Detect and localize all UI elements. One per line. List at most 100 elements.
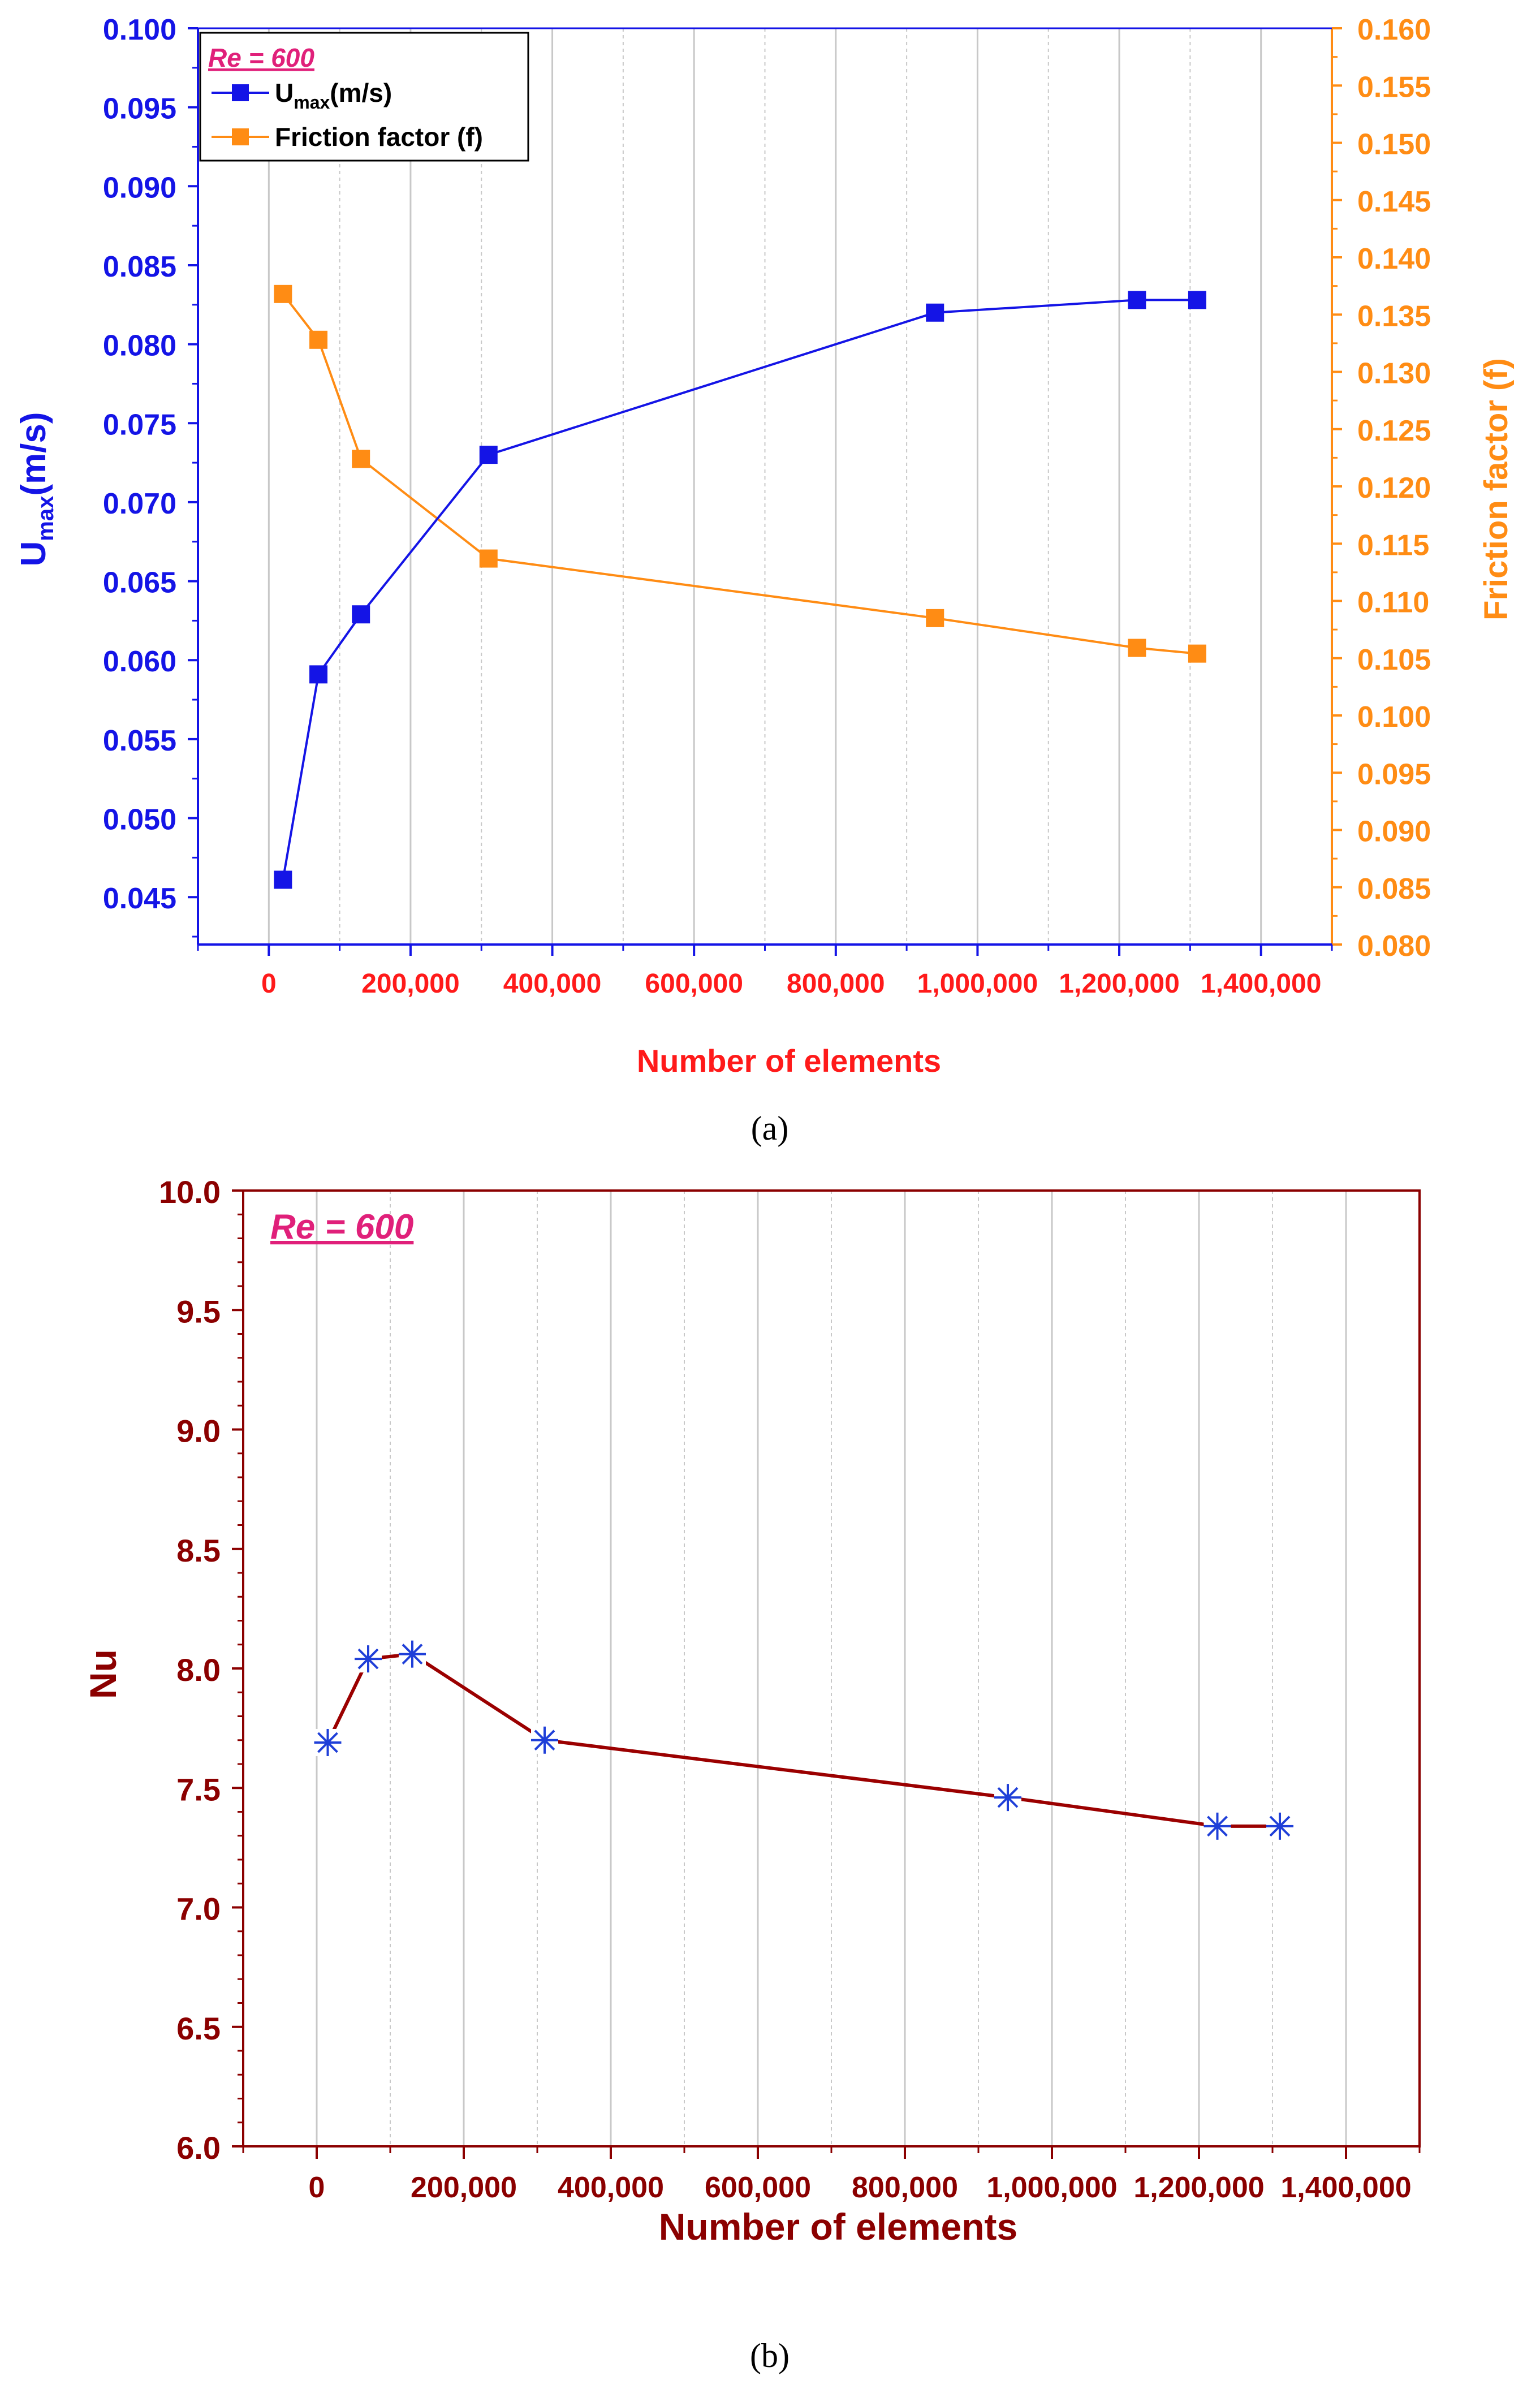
panel-b: 6.0 6.5 7.0 7.5 8.0 8.5 9.0 9.5 10.0 0 200,000 400… bbox=[82, 1174, 1421, 2374]
x-tick-label: 1,400,000 bbox=[1201, 969, 1322, 999]
x-tick-label: 1,000,000 bbox=[986, 2171, 1117, 2204]
left-tick-label: 0.070 bbox=[103, 488, 176, 520]
x-tick-label: 800,000 bbox=[787, 969, 885, 999]
nu-point-stroke bbox=[1207, 1816, 1228, 1837]
right-tick-label: 0.120 bbox=[1357, 472, 1431, 504]
x-tick-label: 0 bbox=[309, 2171, 325, 2204]
friction-point bbox=[274, 284, 292, 303]
panel-a-gridlines bbox=[268, 28, 1262, 945]
y-tick-label: 10.0 bbox=[159, 1174, 221, 1210]
friction-point bbox=[352, 450, 370, 468]
panel-a: 0.045 0.050 0.055 0.060 0.065 0.070 0.075 0.080… bbox=[14, 14, 1515, 1147]
panel-a-legend: Re = 600 Umax(m/s) Friction factor (f) bbox=[199, 32, 529, 162]
x-tick-label: 0 bbox=[261, 969, 277, 999]
panel-b-left-ticks: 6.0 6.5 7.0 7.5 8.0 8.5 9.0 9.5 10.0 bbox=[159, 1174, 243, 2166]
panel-b-caption: (b) bbox=[750, 2337, 790, 2374]
panel-a-x-ticks: 0 200,000 400,000 600,000 800,000 1,000,000 1,… bbox=[197, 945, 1333, 999]
x-tick-label: 1,200,000 bbox=[1133, 2171, 1264, 2204]
right-tick-label: 0.155 bbox=[1357, 71, 1431, 104]
y-tick-label: 9.5 bbox=[176, 1293, 221, 1329]
right-tick-label: 0.130 bbox=[1357, 357, 1431, 390]
nu-point-stroke bbox=[317, 1732, 338, 1753]
panel-b-x-ticks: 0 200,000 400,000 600,000 800,000 1,000,000 1,… bbox=[242, 2146, 1421, 2204]
nu-point-stroke bbox=[534, 1730, 555, 1751]
y-tick-label: 6.5 bbox=[176, 2011, 221, 2046]
left-tick-label: 0.095 bbox=[103, 93, 176, 126]
nu-point-stroke bbox=[1269, 1816, 1291, 1837]
x-tick-label: 200,000 bbox=[361, 969, 460, 999]
right-tick-label: 0.085 bbox=[1357, 873, 1431, 905]
panel-b-gridlines bbox=[316, 1191, 1347, 2146]
x-tick-label: 600,000 bbox=[705, 2171, 811, 2204]
right-tick-label: 0.095 bbox=[1357, 758, 1431, 791]
panel-a-right-axis-title: Friction factor (f) bbox=[1478, 358, 1515, 620]
nu-point bbox=[994, 1784, 1021, 1812]
left-tick-label: 0.045 bbox=[103, 882, 176, 915]
panel-a-right-ticks: 0.080 0.085 0.090 0.095 0.100 0.105 0.110 0.115… bbox=[1332, 14, 1431, 963]
x-tick-label: 1,200,000 bbox=[1059, 969, 1180, 999]
nu-point bbox=[355, 1645, 382, 1673]
right-tick-label: 0.140 bbox=[1357, 243, 1431, 275]
y-tick-label: 6.0 bbox=[176, 2130, 221, 2166]
x-tick-label: 400,000 bbox=[558, 2171, 664, 2204]
umax-point bbox=[479, 446, 498, 464]
panel-a-left-axis-title: Umax(m/s) bbox=[14, 412, 58, 567]
right-tick-label: 0.135 bbox=[1357, 300, 1431, 333]
right-tick-label: 0.105 bbox=[1357, 644, 1431, 676]
left-tick-label: 0.100 bbox=[103, 14, 176, 46]
right-tick-label: 0.090 bbox=[1357, 816, 1431, 848]
left-tick-label: 0.080 bbox=[103, 330, 176, 363]
nu-point bbox=[399, 1640, 426, 1668]
panel-a-x-axis-title: Number of elements bbox=[637, 1043, 941, 1079]
right-tick-label: 0.115 bbox=[1357, 529, 1429, 562]
panel-a-series bbox=[274, 284, 1206, 889]
x-tick-label: 400,000 bbox=[503, 969, 602, 999]
panel-a-caption: (a) bbox=[751, 1110, 789, 1147]
left-tick-label: 0.060 bbox=[103, 645, 176, 678]
legend-annotation: Re = 600 bbox=[208, 43, 314, 72]
umax-point bbox=[309, 665, 328, 684]
right-tick-label: 0.150 bbox=[1357, 128, 1431, 161]
friction-point bbox=[1128, 639, 1146, 657]
y-tick-label: 9.0 bbox=[176, 1413, 221, 1449]
y-tick-label: 7.0 bbox=[176, 1891, 221, 1927]
right-tick-label: 0.080 bbox=[1357, 930, 1431, 963]
right-tick-label: 0.160 bbox=[1357, 14, 1431, 46]
panel-b-series bbox=[314, 1640, 1293, 1840]
y-tick-label: 8.5 bbox=[176, 1533, 221, 1568]
panel-a-left-ticks: 0.045 0.050 0.055 0.060 0.065 0.070 0.075 0.080… bbox=[103, 14, 198, 938]
panel-b-y-axis-title: Nu bbox=[82, 1649, 124, 1699]
nu-point bbox=[314, 1728, 342, 1756]
umax-point bbox=[352, 605, 370, 624]
panel-b-x-axis-title: Number of elements bbox=[659, 2206, 1017, 2248]
left-tick-label: 0.065 bbox=[103, 567, 176, 600]
umax-point bbox=[926, 303, 944, 322]
x-tick-label: 1,000,000 bbox=[917, 969, 1038, 999]
x-tick-label: 200,000 bbox=[411, 2171, 517, 2204]
y-tick-label: 8.0 bbox=[176, 1652, 221, 1688]
friction-point bbox=[926, 609, 944, 627]
legend-umax-label: Umax(m/s) bbox=[275, 78, 392, 113]
nu-point-stroke bbox=[997, 1787, 1019, 1808]
nu-point-stroke bbox=[402, 1644, 423, 1665]
left-tick-label: 0.055 bbox=[103, 725, 176, 757]
left-tick-label: 0.075 bbox=[103, 408, 176, 441]
x-tick-label: 1,400,000 bbox=[1280, 2171, 1411, 2204]
nu-point bbox=[1203, 1812, 1231, 1840]
right-tick-label: 0.145 bbox=[1357, 186, 1431, 218]
y-tick-label: 7.5 bbox=[176, 1771, 221, 1807]
left-tick-label: 0.050 bbox=[103, 804, 176, 836]
legend-friction-marker bbox=[232, 128, 249, 145]
right-tick-label: 0.125 bbox=[1357, 415, 1431, 447]
nu-point bbox=[1266, 1812, 1293, 1840]
umax-point bbox=[1128, 291, 1146, 309]
left-tick-label: 0.085 bbox=[103, 251, 176, 283]
legend-friction-label: Friction factor (f) bbox=[275, 122, 483, 152]
x-tick-label: 800,000 bbox=[852, 2171, 958, 2204]
friction-point bbox=[479, 549, 498, 568]
legend-box bbox=[199, 32, 529, 162]
panel-b-annotation: Re = 600 bbox=[270, 1208, 413, 1247]
left-tick-label: 0.090 bbox=[103, 171, 176, 204]
